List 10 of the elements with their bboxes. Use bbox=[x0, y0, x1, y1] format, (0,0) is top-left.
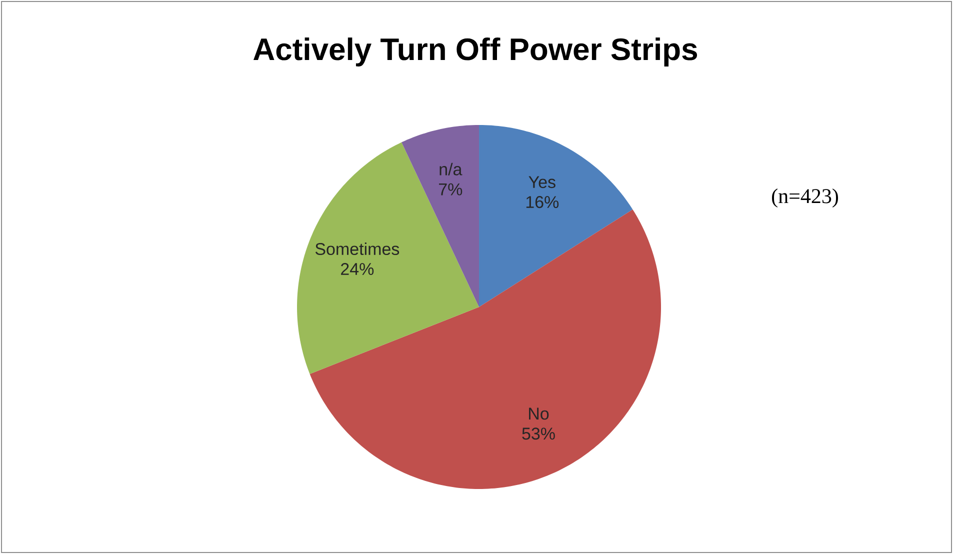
text: (n=423) bbox=[772, 188, 838, 208]
slice-label: No bbox=[529, 408, 549, 420]
chart-title: Actively Turn Off Power Strips bbox=[253, 38, 698, 66]
data-label: 24% bbox=[341, 262, 374, 275]
data-label: 7% bbox=[439, 183, 462, 196]
data-label: 53% bbox=[522, 428, 555, 440]
data-label: 16% bbox=[526, 196, 559, 208]
slice-label: n/a bbox=[440, 162, 462, 176]
slice-label: Sometimes bbox=[315, 242, 400, 256]
slice-label: Yes bbox=[528, 176, 556, 188]
